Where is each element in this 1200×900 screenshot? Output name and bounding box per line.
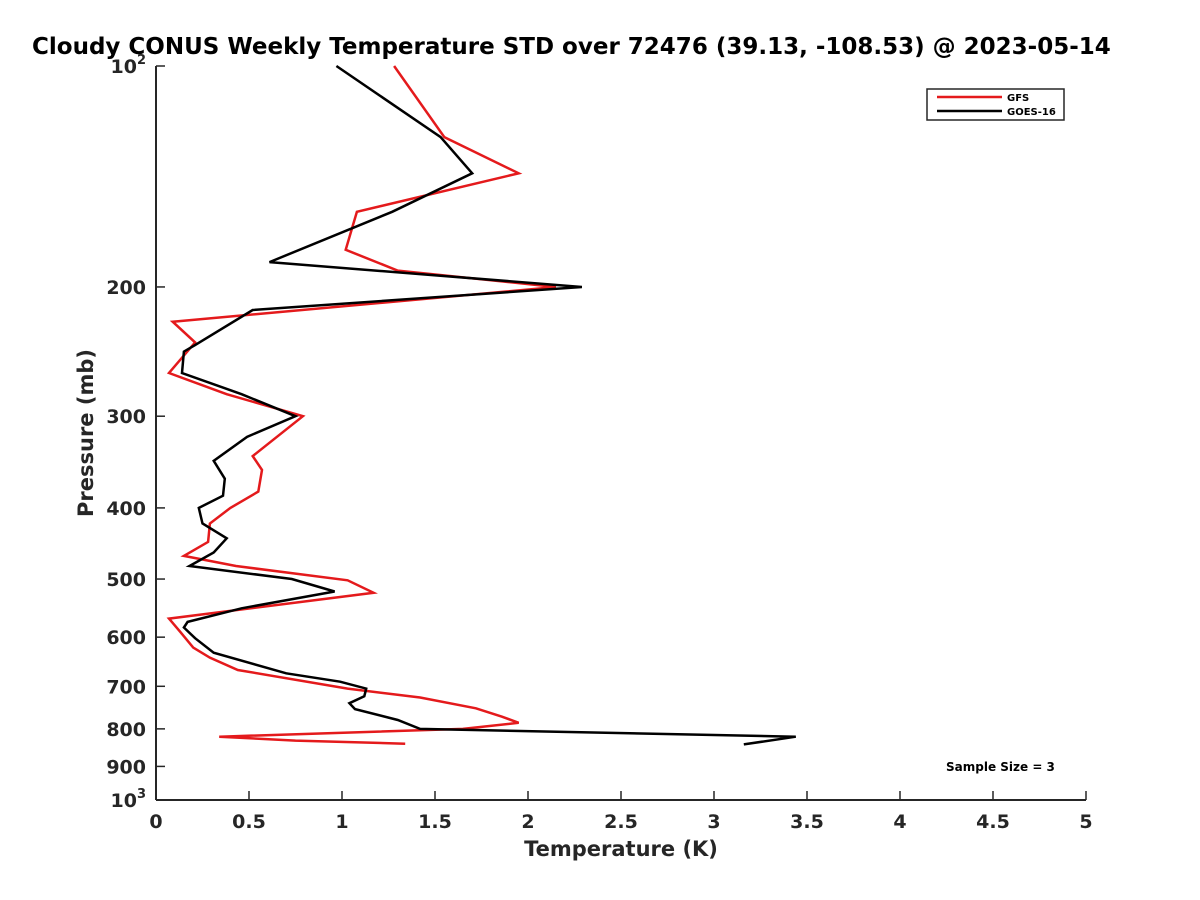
- x-axis-label: Temperature (K): [524, 837, 718, 861]
- x-tick-label: 1: [335, 811, 348, 833]
- y-tick-label: 700: [106, 676, 146, 698]
- x-axis-ticks: 0 0.5 1 1.5 2 2.5 3 3.5 4 4.5 5: [149, 791, 1093, 833]
- legend-label-gfs: GFS: [1007, 93, 1029, 104]
- y-tick-label: 600: [106, 627, 146, 649]
- y-tick-label: 500: [106, 569, 146, 591]
- x-tick-label: 2.5: [604, 811, 638, 833]
- y-tick-label: 200: [106, 277, 146, 299]
- x-tick-label: 5: [1079, 811, 1092, 833]
- y-tick-label: 800: [106, 719, 146, 741]
- sample-size-annotation: Sample Size = 3: [946, 760, 1055, 774]
- x-tick-label: 4.5: [976, 811, 1010, 833]
- x-tick-label: 0.5: [232, 811, 266, 833]
- legend-label-goes16: GOES-16: [1007, 107, 1056, 118]
- series-line-goes16: [180, 64, 796, 746]
- x-tick-label: 3.5: [790, 811, 824, 833]
- x-tick-label: 1.5: [418, 811, 452, 833]
- x-tick-label: 0: [149, 811, 162, 833]
- y-tick-label: 400: [106, 498, 146, 520]
- series-line-gfs: [166, 65, 557, 745]
- x-tick-label: 2: [521, 811, 534, 833]
- x-tick-label: 3: [707, 811, 720, 833]
- y-tick-label: 300: [106, 406, 146, 428]
- y-tick-label: 900: [106, 756, 146, 778]
- legend-box: [926, 88, 1065, 121]
- legend: GFS GOES-16: [926, 88, 1065, 121]
- chart-title: Cloudy CONUS Weekly Temperature STD over…: [32, 34, 1111, 60]
- data-series: [166, 64, 796, 746]
- y-axis-label: Pressure (mb): [74, 349, 98, 517]
- x-tick-label: 4: [893, 811, 906, 833]
